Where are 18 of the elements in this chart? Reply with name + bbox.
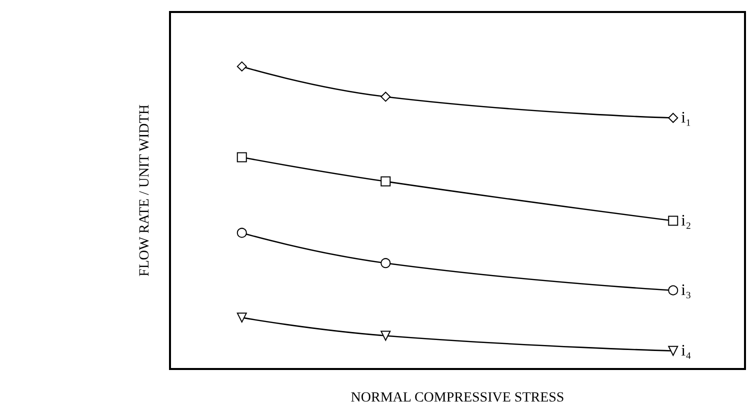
point <box>380 258 391 268</box>
point <box>236 152 247 162</box>
series-label: i₄ <box>681 342 692 360</box>
point <box>380 330 391 341</box>
point <box>236 228 247 238</box>
point <box>236 312 247 323</box>
y-axis-title: FLOW RATE / UNIT WIDTH <box>138 104 152 276</box>
series-label: i₃ <box>681 282 692 299</box>
series-label: i₂ <box>681 212 692 230</box>
point <box>668 112 678 123</box>
series-label: i₁ <box>681 109 692 126</box>
point <box>668 285 678 296</box>
x-axis-title: NORMAL COMPRESSIVE STRESS <box>350 390 564 406</box>
point <box>380 176 391 186</box>
point <box>380 92 391 102</box>
point <box>668 216 678 226</box>
point <box>236 61 247 72</box>
point <box>668 346 678 356</box>
